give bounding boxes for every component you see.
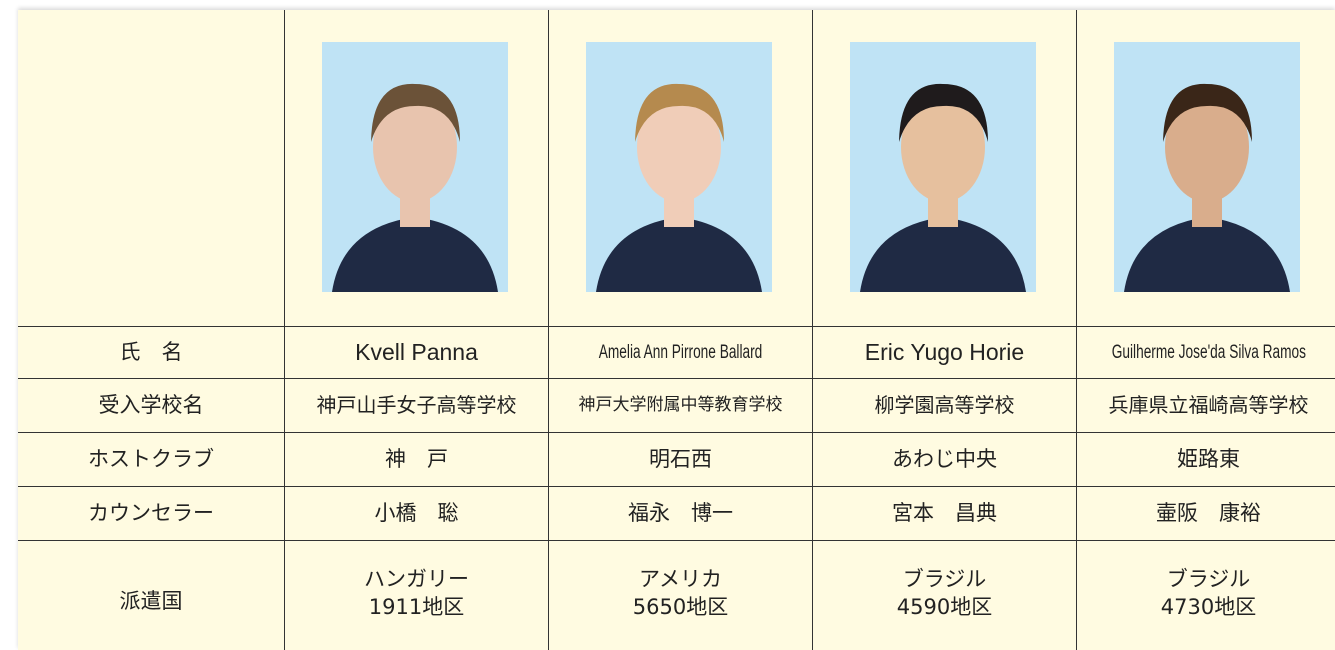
counselor: 小橋 聡 — [374, 501, 459, 526]
district: 4730地区 — [1160, 595, 1257, 619]
portrait — [1114, 42, 1300, 292]
host-club: 明石西 — [649, 447, 712, 472]
portrait — [322, 42, 508, 292]
row-label: カウンセラー — [88, 501, 214, 526]
district: 1911地区 — [368, 595, 465, 619]
row-label: ホストクラブ — [88, 447, 214, 472]
row-line — [18, 378, 1335, 379]
country-cell: ブラジル 4730地区 — [1077, 541, 1335, 645]
column-line — [284, 10, 285, 650]
country-cell: ハンガリー 1911地区 — [285, 541, 548, 645]
student-name: Amelia Ann Pirrone Ballard — [549, 327, 812, 378]
table: 氏 名 受入学校名 ホストクラブ カウンセラー 派遣国 Kvell Panna 神… — [18, 10, 1335, 650]
counselor: 壷阪 康裕 — [1156, 501, 1261, 526]
school: 神戸山手女子高等学校 — [316, 393, 517, 417]
school: 柳学園高等学校 — [874, 393, 1015, 417]
student-name: Eric Yugo Horie — [813, 327, 1076, 378]
name-text: Eric Yugo Horie — [864, 338, 1025, 365]
school: 兵庫県立福崎高等学校 — [1108, 393, 1309, 417]
row-line — [18, 486, 1335, 487]
country: ブラジル — [902, 566, 987, 591]
host-club: 姫路東 — [1177, 447, 1240, 472]
country: ブラジル — [1166, 566, 1251, 591]
photo — [586, 42, 772, 292]
row-line — [18, 432, 1335, 433]
country: ハンガリー — [364, 566, 469, 591]
name-text: Kvell Panna — [355, 338, 478, 365]
row-label: 氏 名 — [119, 340, 183, 365]
photo — [322, 42, 508, 292]
row-line — [18, 540, 1335, 541]
host-club: あわじ中央 — [892, 447, 997, 472]
name-text: Amelia Ann Pirrone Ballard — [598, 341, 763, 363]
row-label: 派遣国 — [119, 588, 183, 613]
column-line — [548, 10, 549, 650]
photo — [850, 42, 1036, 292]
country: アメリカ — [639, 566, 722, 591]
column-line — [812, 10, 813, 650]
country-cell: ブラジル 4590地区 — [813, 541, 1076, 645]
country-cell: アメリカ 5650地区 — [549, 541, 812, 645]
district: 4590地区 — [896, 595, 993, 619]
counselor: 福永 博一 — [628, 501, 733, 526]
column-line — [1076, 10, 1077, 650]
student-name: Kvell Panna — [285, 327, 548, 378]
school: 神戸大学附属中等教育学校 — [578, 395, 783, 416]
portrait — [850, 42, 1036, 292]
portrait — [586, 42, 772, 292]
photo — [1114, 42, 1300, 292]
student-name: Guilherme Jose'da Silva Ramos — [1077, 327, 1335, 378]
name-text: Guilherme Jose'da Silva Ramos — [1111, 341, 1306, 363]
host-club: 神 戸 — [385, 447, 448, 472]
counselor: 宮本 昌典 — [892, 501, 997, 526]
row-line — [18, 326, 1335, 327]
district: 5650地区 — [632, 595, 729, 619]
row-label: 受入学校名 — [98, 393, 204, 418]
